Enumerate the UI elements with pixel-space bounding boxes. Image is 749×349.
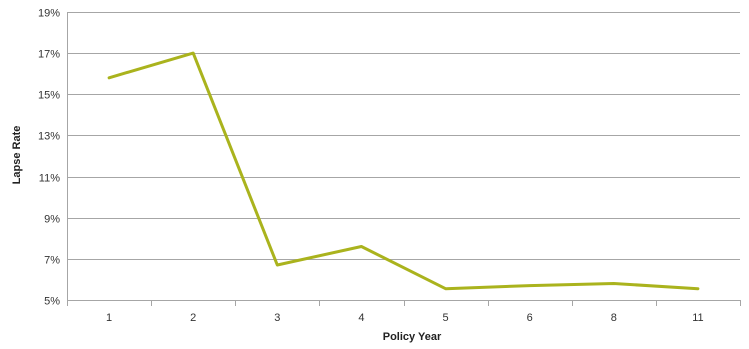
x-tick-label: 1	[106, 312, 112, 324]
y-tick-label: 7%	[44, 255, 60, 267]
x-tick-labels: 1 2 3 4 5 6 8 11	[106, 312, 704, 324]
y-tick-label: 11%	[39, 173, 60, 185]
x-tick-label: 5	[443, 312, 449, 324]
x-tick-label: 8	[611, 312, 617, 324]
series-lines	[107, 51, 700, 291]
x-tick-label: 3	[274, 312, 280, 324]
axes	[67, 12, 741, 306]
y-tick-label: 17%	[38, 49, 60, 61]
y-tick-labels: 5% 7% 9% 11% 13% 15% 17% 19%	[38, 8, 60, 308]
x-tick-label: 11	[692, 312, 703, 324]
x-tick-label: 2	[190, 312, 196, 324]
y-tick-label: 5%	[44, 296, 60, 308]
y-tick-label: 9%	[44, 214, 60, 226]
y-axis-title: Lapse Rate	[11, 126, 23, 185]
x-tick-label: 4	[358, 312, 364, 324]
x-tick-label: 6	[527, 312, 533, 324]
x-axis-title: Policy Year	[383, 331, 442, 343]
gridlines	[67, 12, 740, 260]
lapse-rate-line	[107, 51, 700, 291]
y-tick-label: 19%	[38, 8, 60, 20]
y-tick-label: 15%	[38, 90, 60, 102]
y-tick-label: 13%	[38, 131, 60, 143]
